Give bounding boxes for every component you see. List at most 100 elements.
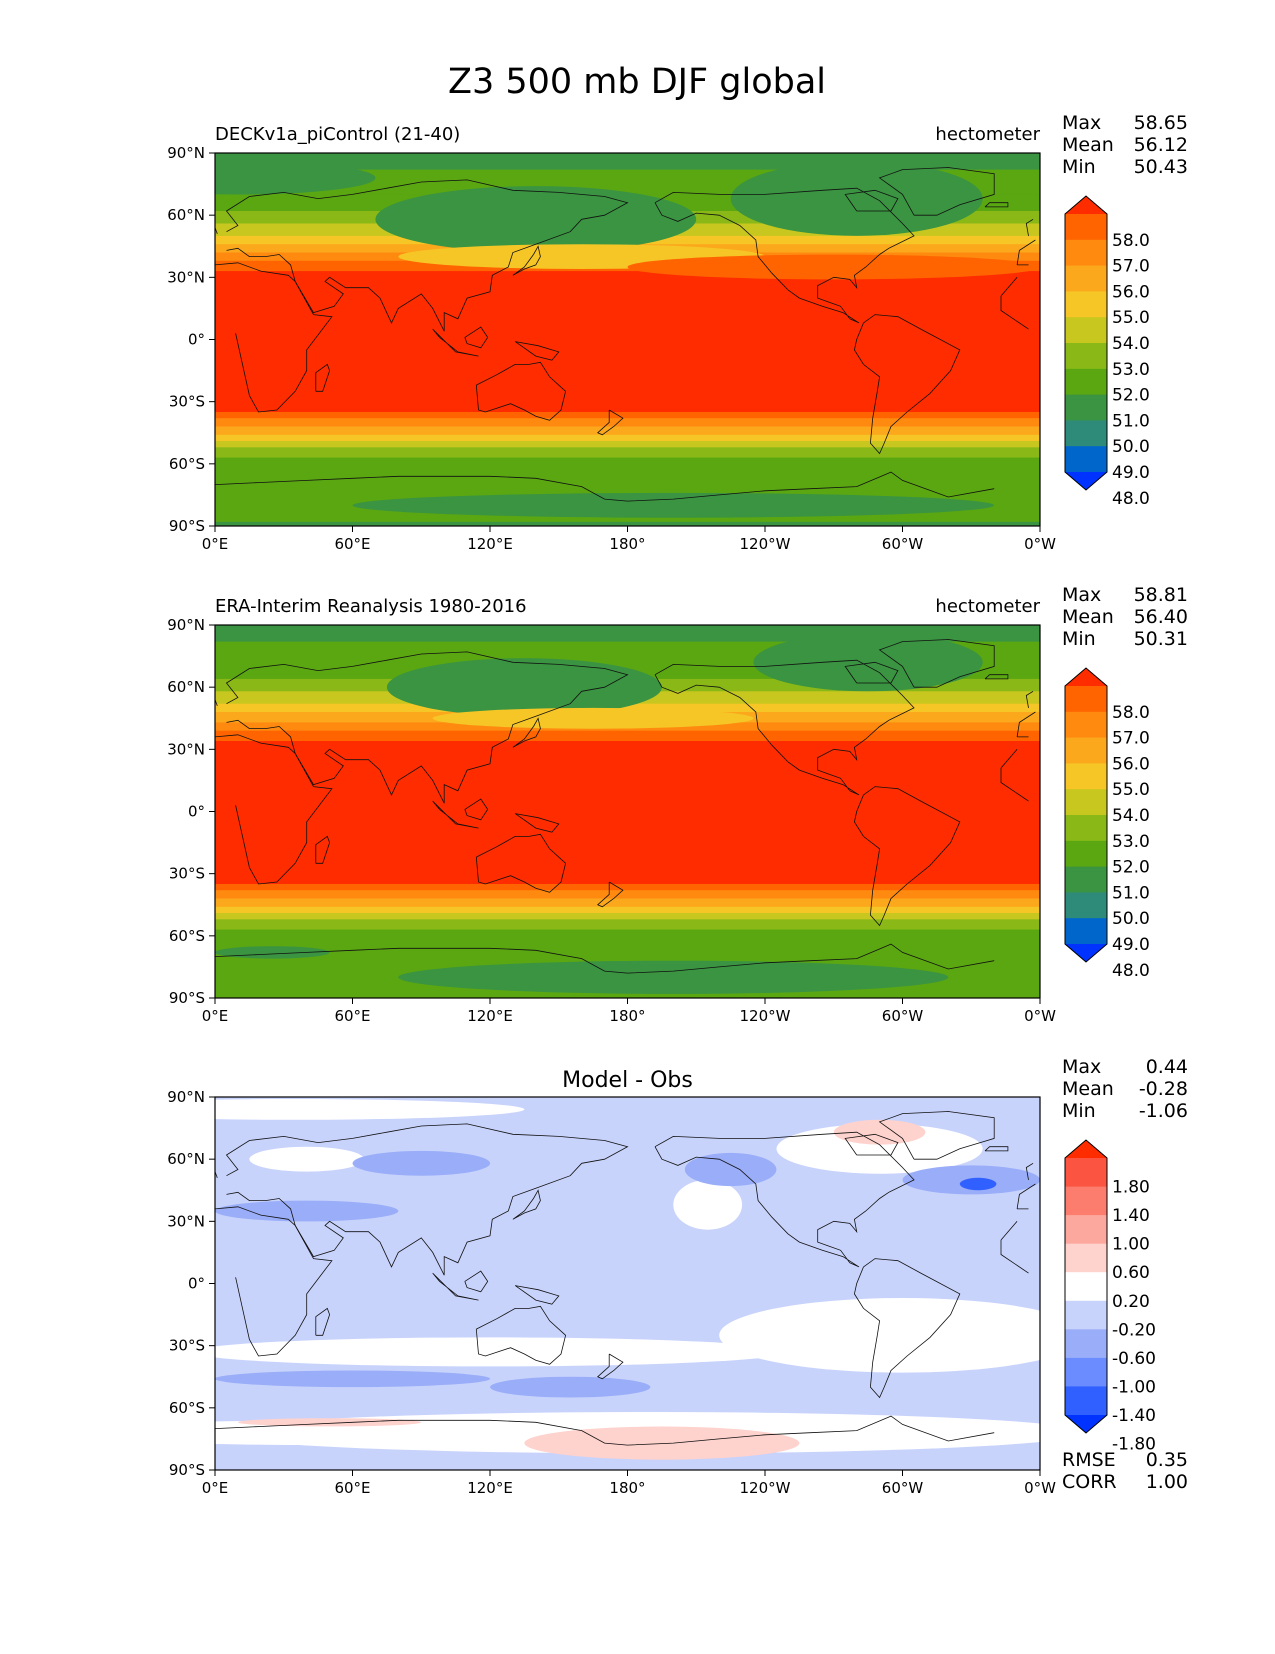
colorbar-tick-label: 49.0 xyxy=(1112,935,1150,955)
stat-value: 56.12 xyxy=(1134,134,1188,156)
y-tick-label: 0° xyxy=(188,1275,205,1293)
colorbar-swatch xyxy=(1065,1329,1107,1359)
colorbar: 1.80 1.40 1.00 0.60 0.20 -0.20 -0.60 -1.00 -1.40… xyxy=(1064,1139,1156,1455)
contour-band xyxy=(959,1177,997,1191)
contour-band xyxy=(215,1420,605,1446)
colorbar-tick-label: 58.0 xyxy=(1112,231,1150,251)
stat-label: Mean xyxy=(1062,134,1114,156)
y-tick-label: 90°N xyxy=(167,144,205,162)
colorbar-tick-label: 54.0 xyxy=(1112,334,1150,354)
coastline xyxy=(514,1285,560,1305)
coastline xyxy=(225,1123,1036,1276)
contour-band xyxy=(215,441,1040,448)
x-tick-label: 120°E xyxy=(467,535,513,553)
colorbar-swatch xyxy=(1065,214,1107,241)
contour-band xyxy=(730,161,983,236)
x-tick-label: 0°W xyxy=(1024,1479,1056,1497)
coastline xyxy=(432,800,479,829)
x-tick-label: 60°E xyxy=(334,1479,370,1497)
y-tick-label: 30°N xyxy=(167,740,205,758)
coastline xyxy=(464,798,489,821)
y-tick-label: 90°S xyxy=(169,1461,205,1479)
colorbar-tick-label: -1.00 xyxy=(1112,1377,1156,1397)
stat-value: 1.00 xyxy=(1146,1471,1188,1493)
stat-value: 58.65 xyxy=(1134,112,1188,134)
stat-value: 58.81 xyxy=(1134,584,1188,606)
colorbar-tick-label: 56.0 xyxy=(1112,754,1150,774)
map-panel: 0°E 60°E 120°E 180° 120°W 60°W 0°W 90°N 60°N 30°N… xyxy=(167,112,1188,553)
coastline xyxy=(654,1131,915,1268)
contour-band xyxy=(215,890,1040,900)
colorbar-tick-label: 52.0 xyxy=(1112,858,1150,878)
colorbar-swatch xyxy=(1065,368,1107,395)
colorbar-tick-label: 50.0 xyxy=(1112,437,1150,457)
x-tick-label: 60°W xyxy=(882,1479,924,1497)
y-tick-label: 0° xyxy=(188,331,205,349)
coastline xyxy=(596,1353,624,1380)
colorbar-swatch xyxy=(1065,1243,1107,1273)
x-tick-label: 120°W xyxy=(740,1479,791,1497)
colorbar-swatch xyxy=(1065,1386,1107,1416)
colorbar-tick-label: 57.0 xyxy=(1112,729,1150,749)
y-tick-label: 60°S xyxy=(169,455,205,473)
contour-band xyxy=(215,161,376,195)
x-tick-label: 60°E xyxy=(334,535,370,553)
filled-contours xyxy=(215,625,1040,998)
stat-value: 50.43 xyxy=(1134,156,1188,178)
colorbar-swatch xyxy=(1065,343,1107,370)
stat-label: RMSE xyxy=(1062,1449,1116,1471)
coastline xyxy=(464,1270,489,1293)
colorbar-extend-min xyxy=(1065,1415,1107,1433)
contour-band xyxy=(833,1119,926,1145)
colorbar-tick-label: 53.0 xyxy=(1112,360,1150,380)
colorbar-swatch xyxy=(1065,317,1107,344)
y-tick-label: 90°N xyxy=(167,616,205,634)
colorbar-swatch xyxy=(1065,265,1107,292)
colorbar-extend-max xyxy=(1065,668,1107,686)
stat-value: 56.40 xyxy=(1134,606,1188,628)
coastlines xyxy=(215,167,1036,502)
filled-contours xyxy=(215,1097,1040,1470)
colorbar-swatch xyxy=(1065,1215,1107,1245)
colorbar-tick-label: 50.0 xyxy=(1112,909,1150,929)
colorbar-tick-label: -0.20 xyxy=(1112,1320,1156,1340)
contour-band xyxy=(215,521,1040,526)
contour-band xyxy=(215,753,1040,771)
colorbar-swatch xyxy=(1065,1357,1107,1387)
x-tick-label: 180° xyxy=(609,1007,645,1025)
colorbar-tick-label: 48.0 xyxy=(1112,961,1150,981)
coastline xyxy=(853,314,961,455)
stat-label: Max xyxy=(1062,112,1101,134)
x-tick-label: 120°E xyxy=(467,1479,513,1497)
colorbar-tick-label: -0.60 xyxy=(1112,1349,1156,1369)
colorbar-tick-label: 1.40 xyxy=(1112,1206,1150,1226)
x-tick-label: 0°E xyxy=(202,1479,229,1497)
contour-band xyxy=(375,186,697,253)
stat-label: CORR xyxy=(1062,1471,1117,1493)
y-tick-label: 30°N xyxy=(167,268,205,286)
coastline xyxy=(215,471,995,502)
coastline xyxy=(512,717,541,748)
colorbar-tick-label: 56.0 xyxy=(1112,282,1150,302)
coastline xyxy=(514,341,560,361)
colorbar: 58.0 57.0 56.0 55.0 54.0 53.0 52.0 51.0 50.0 49.0… xyxy=(1064,667,1150,981)
colorbar-swatch xyxy=(1065,763,1107,790)
colorbar-tick-label: 51.0 xyxy=(1112,411,1150,431)
contour-band xyxy=(215,1099,525,1120)
contour-band xyxy=(432,707,754,729)
coastline xyxy=(432,1272,479,1301)
coastline xyxy=(475,833,567,893)
coastline xyxy=(315,835,331,864)
colorbar-swatch xyxy=(1065,420,1107,447)
filled-contours xyxy=(215,153,1040,526)
colorbar: 58.0 57.0 56.0 55.0 54.0 53.0 52.0 51.0 50.0 49.0… xyxy=(1064,195,1150,509)
colorbar-tick-label: 51.0 xyxy=(1112,883,1150,903)
colorbar-tick-label: -1.80 xyxy=(1112,1435,1156,1455)
colorbar-swatch xyxy=(1065,1186,1107,1216)
coastline xyxy=(984,202,1009,208)
colorbar-swatch xyxy=(1065,711,1107,738)
colorbar-extend-max xyxy=(1065,196,1107,214)
contour-band xyxy=(215,426,1040,436)
units-label: hectometer xyxy=(935,124,1040,145)
colorbar-outline xyxy=(1064,195,1108,491)
